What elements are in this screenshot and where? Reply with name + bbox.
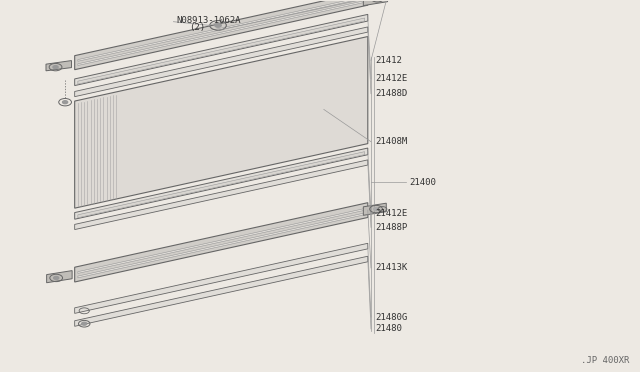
Polygon shape bbox=[75, 36, 368, 208]
Text: 21480G: 21480G bbox=[376, 312, 408, 321]
Polygon shape bbox=[75, 148, 368, 219]
Text: 21488D: 21488D bbox=[376, 89, 408, 98]
Circle shape bbox=[82, 322, 87, 325]
Polygon shape bbox=[78, 213, 365, 278]
Polygon shape bbox=[78, 209, 365, 273]
Polygon shape bbox=[364, 0, 388, 6]
Text: 21412: 21412 bbox=[376, 56, 403, 65]
Circle shape bbox=[374, 208, 379, 211]
Text: 21480: 21480 bbox=[376, 324, 403, 333]
Polygon shape bbox=[75, 160, 368, 230]
Text: N08913-1062A: N08913-1062A bbox=[177, 16, 241, 25]
Text: 21412E: 21412E bbox=[376, 74, 408, 83]
Circle shape bbox=[53, 65, 58, 68]
Polygon shape bbox=[47, 270, 72, 283]
Circle shape bbox=[54, 276, 59, 279]
Polygon shape bbox=[78, 152, 365, 218]
Text: 21400: 21400 bbox=[409, 178, 436, 187]
Polygon shape bbox=[75, 0, 368, 70]
Polygon shape bbox=[75, 203, 368, 282]
Text: 21408M: 21408M bbox=[376, 137, 408, 146]
Polygon shape bbox=[46, 61, 72, 71]
Polygon shape bbox=[75, 15, 368, 86]
Text: 21488P: 21488P bbox=[376, 223, 408, 232]
Circle shape bbox=[215, 23, 221, 27]
Polygon shape bbox=[75, 243, 368, 313]
Polygon shape bbox=[75, 256, 368, 326]
Polygon shape bbox=[75, 27, 368, 97]
Polygon shape bbox=[364, 203, 387, 215]
Text: .JP 400XR: .JP 400XR bbox=[580, 356, 629, 365]
Polygon shape bbox=[78, 0, 365, 61]
Text: (2): (2) bbox=[189, 23, 205, 32]
Text: 21412E: 21412E bbox=[376, 209, 408, 218]
Polygon shape bbox=[78, 18, 365, 84]
Circle shape bbox=[63, 101, 68, 104]
Polygon shape bbox=[78, 1, 365, 65]
Text: 21413K: 21413K bbox=[376, 263, 408, 272]
